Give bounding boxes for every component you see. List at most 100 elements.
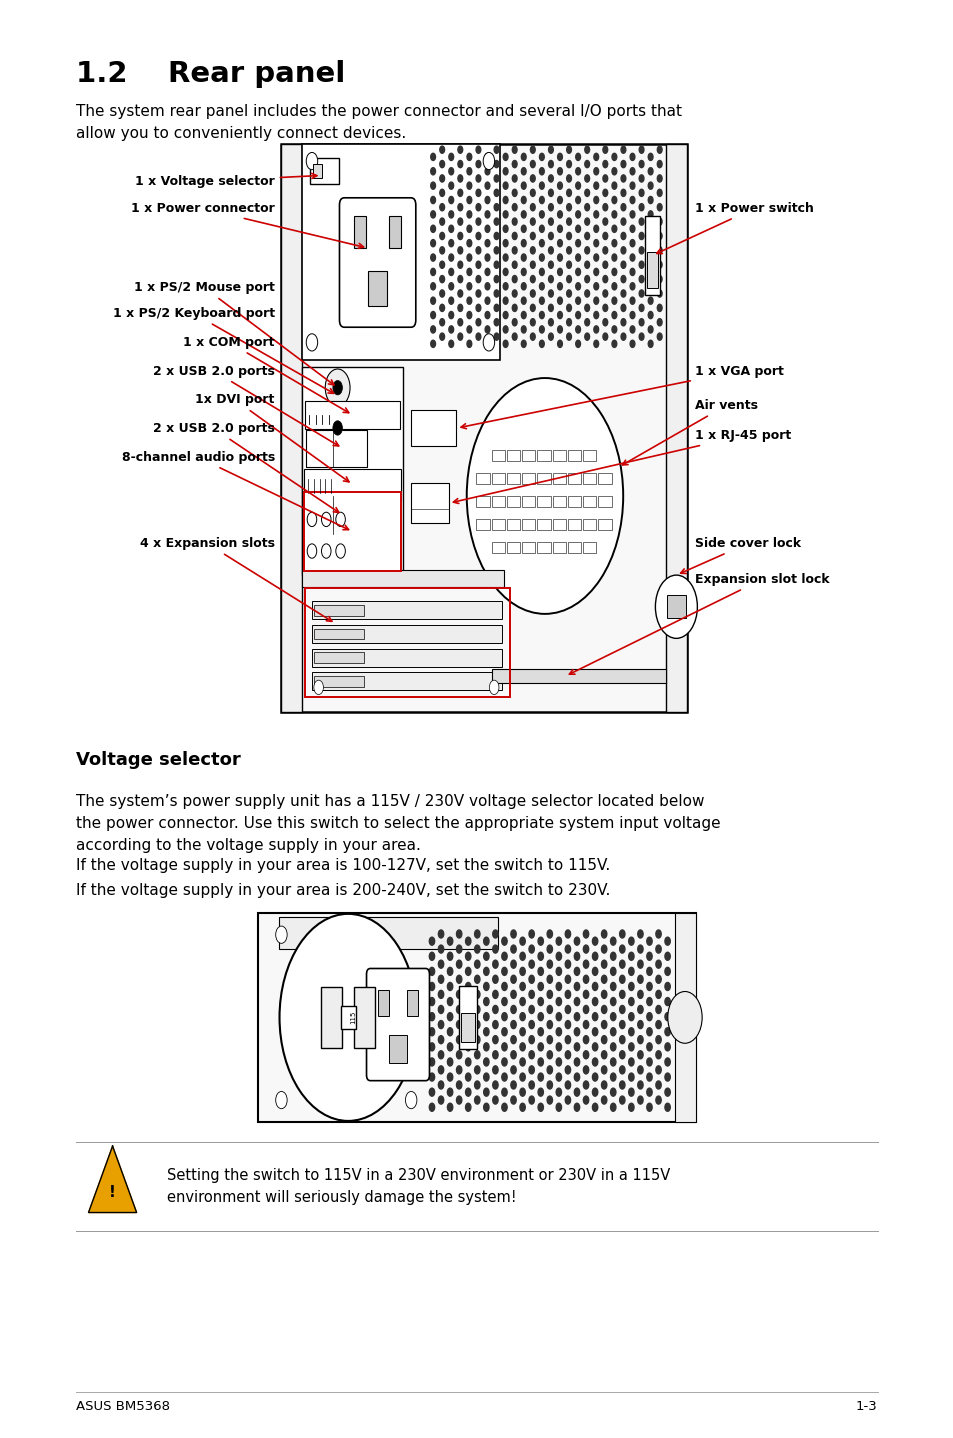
Circle shape [476,233,480,240]
Circle shape [664,982,670,991]
Bar [368,272,387,306]
Circle shape [638,961,642,968]
Circle shape [620,319,625,326]
Circle shape [537,1012,543,1021]
Circle shape [476,147,480,154]
Circle shape [646,1028,652,1035]
Circle shape [306,152,317,170]
Circle shape [558,168,562,175]
Circle shape [656,1005,660,1014]
Circle shape [511,975,516,984]
Circle shape [476,161,480,168]
Circle shape [664,1043,670,1051]
Circle shape [439,276,444,283]
Bar [567,519,580,531]
Circle shape [537,1058,543,1066]
Circle shape [620,334,625,341]
Circle shape [574,1012,579,1021]
Circle shape [502,226,507,233]
Circle shape [512,233,517,240]
Circle shape [494,334,498,341]
Circle shape [548,147,553,154]
Circle shape [574,1089,579,1096]
Circle shape [566,319,571,326]
Circle shape [465,1012,471,1021]
Bar [567,473,580,485]
Circle shape [457,262,462,269]
Circle shape [502,168,507,175]
Circle shape [476,204,480,211]
Circle shape [612,211,617,219]
Circle shape [405,1091,416,1109]
Bar [476,519,489,531]
Bar [304,492,400,571]
Circle shape [646,1103,652,1112]
Circle shape [530,262,535,269]
Circle shape [539,298,543,305]
Text: 2 x USB 2.0 ports: 2 x USB 2.0 ports [152,364,338,446]
Circle shape [429,1073,435,1081]
Circle shape [501,1012,507,1021]
Circle shape [321,544,331,558]
Circle shape [520,168,526,175]
Circle shape [620,219,625,226]
Circle shape [630,298,635,305]
Circle shape [457,190,462,197]
Circle shape [529,945,534,953]
Bar [461,1014,475,1043]
Circle shape [601,930,606,938]
Circle shape [646,1089,652,1096]
Circle shape [448,226,453,233]
Circle shape [437,945,443,953]
Bar [552,542,565,554]
Circle shape [429,938,435,945]
Circle shape [583,1005,588,1014]
Text: The system rear panel includes the power connector and several I/O ports that
al: The system rear panel includes the power… [76,104,681,141]
Bar [492,669,665,683]
Circle shape [439,219,444,226]
Circle shape [610,1058,616,1066]
Circle shape [539,168,543,175]
FancyBboxPatch shape [366,969,429,1081]
Bar [598,519,611,531]
Bar [665,144,686,712]
Text: 1 x VGA port: 1 x VGA port [460,364,782,429]
Circle shape [429,998,435,1005]
Circle shape [630,240,635,247]
Circle shape [483,1043,489,1051]
Bar [521,519,535,531]
Circle shape [648,255,653,262]
Circle shape [583,1066,588,1074]
Circle shape [501,1089,507,1096]
Circle shape [602,276,607,283]
Circle shape [556,1012,561,1021]
Text: 1 x COM port: 1 x COM port [183,335,349,413]
Circle shape [483,938,489,945]
Circle shape [474,961,479,968]
Circle shape [656,930,660,938]
Circle shape [556,1028,561,1035]
Circle shape [566,161,571,168]
Circle shape [630,283,635,290]
Bar [312,649,501,667]
Circle shape [630,168,635,175]
Circle shape [448,154,453,161]
Circle shape [484,341,490,348]
Text: If the voltage supply in your area is 200-240V, set the switch to 230V.: If the voltage supply in your area is 20… [76,883,610,897]
Circle shape [664,1089,670,1096]
Circle shape [457,161,462,168]
Circle shape [439,161,444,168]
Bar [521,473,535,485]
Circle shape [620,190,625,197]
Circle shape [574,1058,579,1066]
Bar [675,913,696,1122]
Circle shape [537,1043,543,1051]
Circle shape [483,1028,489,1035]
Circle shape [592,1073,598,1081]
Circle shape [602,147,607,154]
Circle shape [584,219,589,226]
Circle shape [520,226,526,233]
Circle shape [664,1073,670,1081]
Circle shape [628,982,634,991]
Circle shape [593,298,598,305]
